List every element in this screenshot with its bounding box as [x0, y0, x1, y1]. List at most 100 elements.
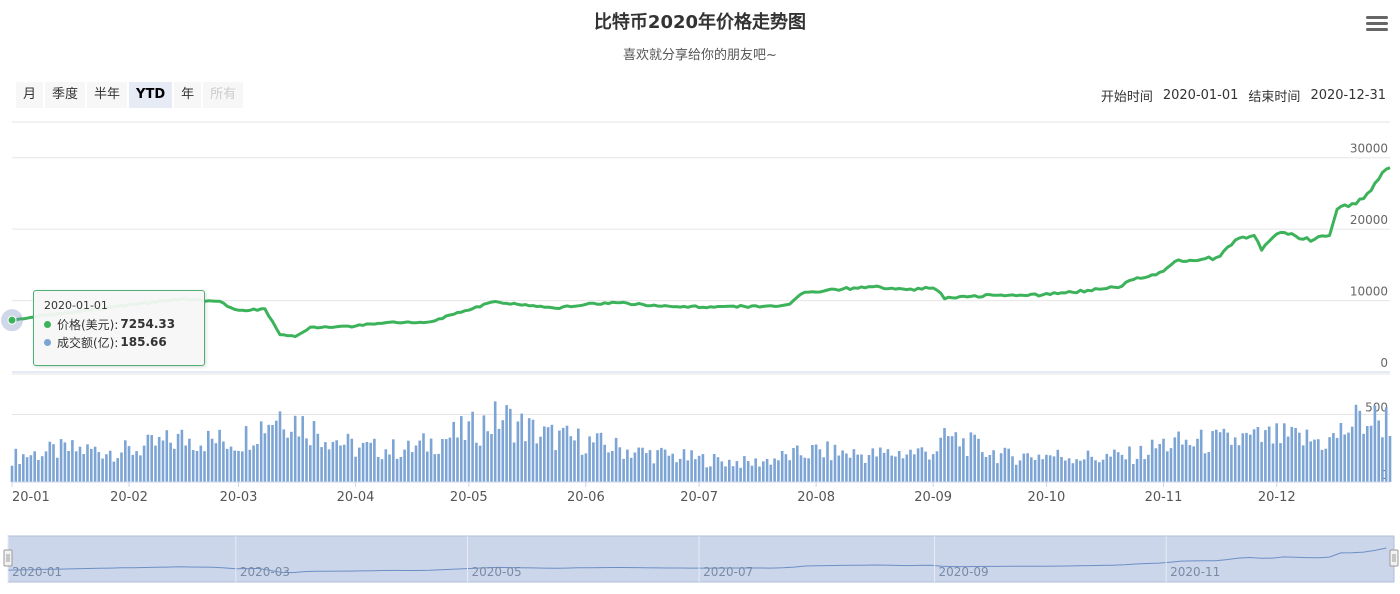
range-button-quarter[interactable]: 季度	[45, 82, 86, 108]
volume-bar	[512, 442, 516, 482]
navigator-right-handle[interactable]	[1389, 549, 1399, 567]
volume-bar	[818, 449, 822, 482]
volume-bar	[354, 456, 357, 482]
volume-bar	[1116, 452, 1120, 482]
end-date-input[interactable]: 2020-12-31	[1310, 87, 1386, 103]
volume-bar	[595, 433, 599, 482]
volume-bar	[1373, 405, 1377, 482]
volume-bar	[263, 433, 267, 482]
volume-bar	[539, 436, 542, 482]
volume-bar	[1158, 444, 1161, 482]
volume-bar	[1317, 439, 1320, 482]
start-date-input[interactable]: 2020-01-01	[1162, 87, 1239, 103]
chart-title: 比特币2020年价格走势图	[593, 12, 807, 33]
volume-bar	[233, 450, 236, 482]
volume-bar	[361, 442, 365, 482]
volume-bar	[320, 447, 323, 482]
volume-bar	[392, 439, 395, 482]
volume-bar	[358, 447, 361, 482]
navigator-tick-label: 2020-03	[240, 565, 290, 579]
volume-bar	[1060, 457, 1063, 482]
volume-bar	[56, 457, 59, 482]
volume-bar	[244, 426, 248, 482]
volume-bar	[1101, 459, 1105, 482]
range-button-ytd[interactable]: YTD	[129, 82, 173, 108]
tooltip-volume-value: 185.66	[120, 335, 167, 349]
volume-bar	[1056, 449, 1060, 482]
volume-bar	[471, 411, 474, 482]
volume-bar	[1275, 423, 1278, 482]
volume-bar	[271, 425, 274, 482]
hover-marker	[7, 315, 17, 325]
volume-bar	[1192, 446, 1195, 482]
volume-bar	[728, 459, 731, 482]
date-range-inputs: 开始时间 2020-01-01 结束时间 2020-12-31	[1101, 82, 1386, 108]
volume-bar	[342, 444, 346, 482]
volume-bar	[629, 457, 633, 482]
volume-bar	[207, 430, 210, 482]
volume-bar	[490, 434, 493, 482]
volume-bar	[1350, 426, 1354, 482]
volume-bar	[611, 451, 614, 482]
volume-bar	[422, 433, 425, 482]
volume-bar	[682, 449, 686, 482]
handle-body	[3, 549, 13, 567]
volume-bar	[686, 460, 690, 482]
volume-bar	[731, 466, 735, 482]
volume-bar	[660, 447, 663, 482]
range-button-year[interactable]: 年	[174, 82, 202, 108]
navigator-left-handle[interactable]	[3, 549, 13, 567]
volume-bar	[573, 440, 576, 482]
volume-bar	[784, 454, 788, 482]
volume-bar	[550, 424, 554, 482]
x-axis-tick-label: 20-11	[1145, 490, 1183, 505]
volume-bar	[524, 441, 527, 482]
volume-bar	[426, 451, 429, 482]
volume-bar	[965, 456, 969, 482]
volume-bar	[165, 430, 169, 482]
menu-icon[interactable]	[1366, 16, 1388, 36]
volume-bar	[716, 457, 720, 482]
volume-bar	[218, 429, 221, 482]
volume-bar	[1381, 437, 1384, 482]
volume-bar	[1362, 433, 1365, 482]
volume-bar	[1332, 433, 1335, 482]
range-button-half-year[interactable]: 半年	[87, 82, 128, 108]
volume-bar	[1086, 450, 1090, 482]
volume-bar	[1052, 456, 1056, 482]
volume-bar	[641, 447, 644, 482]
volume-bar	[1139, 445, 1143, 482]
volume-bar	[290, 431, 293, 482]
volume-bar	[157, 436, 161, 482]
volume-bar	[924, 451, 927, 482]
navigator-tick-label: 2020-01	[12, 565, 62, 579]
range-button-month[interactable]: 月	[16, 82, 44, 108]
volume-bar	[1011, 456, 1014, 482]
volume-bar	[856, 454, 859, 482]
volume-bar	[40, 456, 44, 482]
volume-bar	[614, 437, 618, 482]
volume-bar	[444, 439, 448, 482]
volume-bar	[1290, 426, 1294, 482]
volume-bar	[67, 451, 70, 482]
volume-bar	[984, 457, 988, 482]
volume-dot-icon	[44, 338, 51, 346]
volume-bar	[248, 449, 252, 482]
volume-bar	[811, 445, 814, 482]
volume-bar	[543, 426, 546, 482]
volume-bar	[580, 454, 584, 482]
start-date-label: 开始时间	[1100, 89, 1153, 105]
volume-bar	[860, 454, 863, 482]
volume-bar	[754, 458, 757, 482]
volume-bar	[1241, 433, 1245, 482]
volume-bar	[1256, 427, 1260, 482]
volume-bar	[478, 445, 482, 482]
volume-bar	[531, 419, 535, 482]
volume-bar	[1328, 437, 1331, 482]
volume-bar	[482, 415, 486, 482]
range-button-all[interactable]: 所有	[203, 82, 244, 108]
volume-bar	[671, 453, 674, 482]
volume-bar	[743, 456, 746, 482]
price-axis-tick-label: 10000	[1350, 285, 1388, 299]
